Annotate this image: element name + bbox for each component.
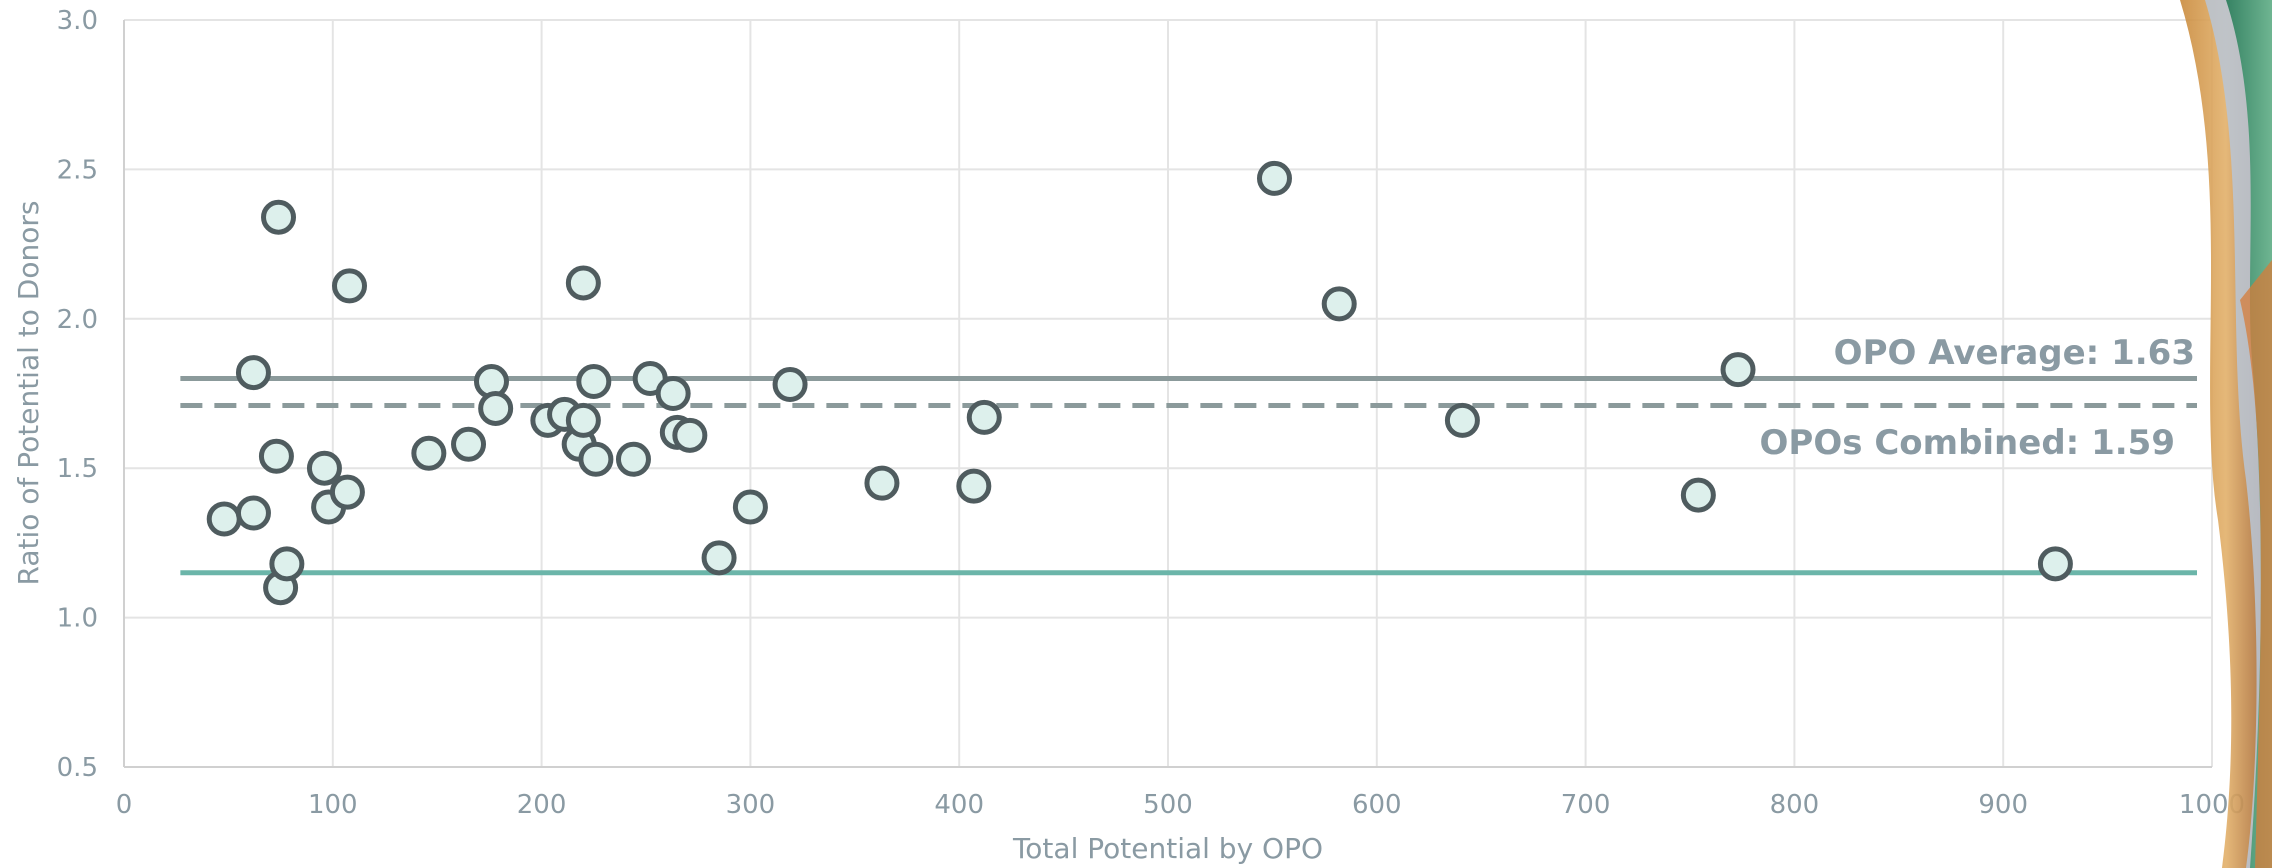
data-point bbox=[306, 450, 342, 486]
data-point bbox=[615, 441, 651, 477]
data-point bbox=[332, 268, 368, 304]
data-point bbox=[565, 265, 601, 301]
x-tick-label: 500 bbox=[1143, 790, 1193, 820]
data-point bbox=[772, 367, 808, 403]
data-point bbox=[235, 355, 271, 391]
data-point bbox=[578, 441, 614, 477]
data-point bbox=[1321, 286, 1357, 322]
chart-grid bbox=[123, 19, 2213, 768]
data-point bbox=[478, 390, 514, 426]
x-tick-label: 300 bbox=[726, 790, 776, 820]
x-tick-label: 0 bbox=[116, 790, 133, 820]
data-point bbox=[565, 402, 601, 438]
x-tick-label: 800 bbox=[1770, 790, 1820, 820]
x-axis-title: Total Potential by OPO bbox=[1012, 832, 1323, 865]
y-tick-label: 0.5 bbox=[57, 753, 98, 783]
reference-lines bbox=[180, 376, 2197, 576]
x-tick-label: 600 bbox=[1352, 790, 1402, 820]
data-point bbox=[701, 540, 737, 576]
y-tick-label: 2.0 bbox=[57, 305, 98, 335]
data-point bbox=[261, 199, 297, 235]
x-tick-label: 700 bbox=[1561, 790, 1611, 820]
data-point bbox=[672, 417, 708, 453]
data-point bbox=[269, 546, 305, 582]
data-point bbox=[1444, 402, 1480, 438]
data-point bbox=[235, 495, 271, 531]
data-point bbox=[258, 438, 294, 474]
y-tick-label: 1.5 bbox=[57, 454, 98, 484]
data-point bbox=[655, 376, 691, 411]
y-tick-label: 2.5 bbox=[57, 155, 98, 185]
data-point bbox=[864, 465, 900, 501]
x-tick-label: 100 bbox=[308, 790, 358, 820]
data-point bbox=[966, 399, 1002, 435]
decorative-ribbon bbox=[2180, 0, 2272, 868]
x-tick-labels: 0 100 200 300 400 500 600 700 800 900 1000 bbox=[116, 790, 2245, 820]
opo-average-label: OPO Average: 1.63 bbox=[1834, 333, 2195, 373]
opos-combined-label: OPOs Combined: 1.59 bbox=[1760, 423, 2175, 463]
data-point bbox=[956, 468, 992, 504]
data-points bbox=[206, 160, 2073, 606]
y-tick-label: 1.0 bbox=[57, 604, 98, 634]
data-point bbox=[1256, 160, 1292, 196]
x-tick-label: 900 bbox=[1978, 790, 2028, 820]
data-point bbox=[1720, 352, 1756, 388]
data-point bbox=[329, 474, 365, 510]
data-point bbox=[1680, 477, 1716, 513]
data-point bbox=[411, 435, 447, 471]
data-point bbox=[732, 489, 768, 525]
data-point bbox=[576, 364, 612, 400]
y-tick-labels: 0.5 1.0 1.5 2.0 2.5 3.0 bbox=[57, 6, 98, 783]
x-tick-label: 400 bbox=[934, 790, 984, 820]
x-tick-label: 200 bbox=[517, 790, 567, 820]
data-point bbox=[2037, 546, 2073, 582]
data-point bbox=[451, 426, 487, 462]
data-point bbox=[206, 501, 242, 537]
y-tick-label: 3.0 bbox=[57, 6, 98, 36]
y-axis-title: Ratio of Potential to Donors bbox=[12, 201, 45, 586]
